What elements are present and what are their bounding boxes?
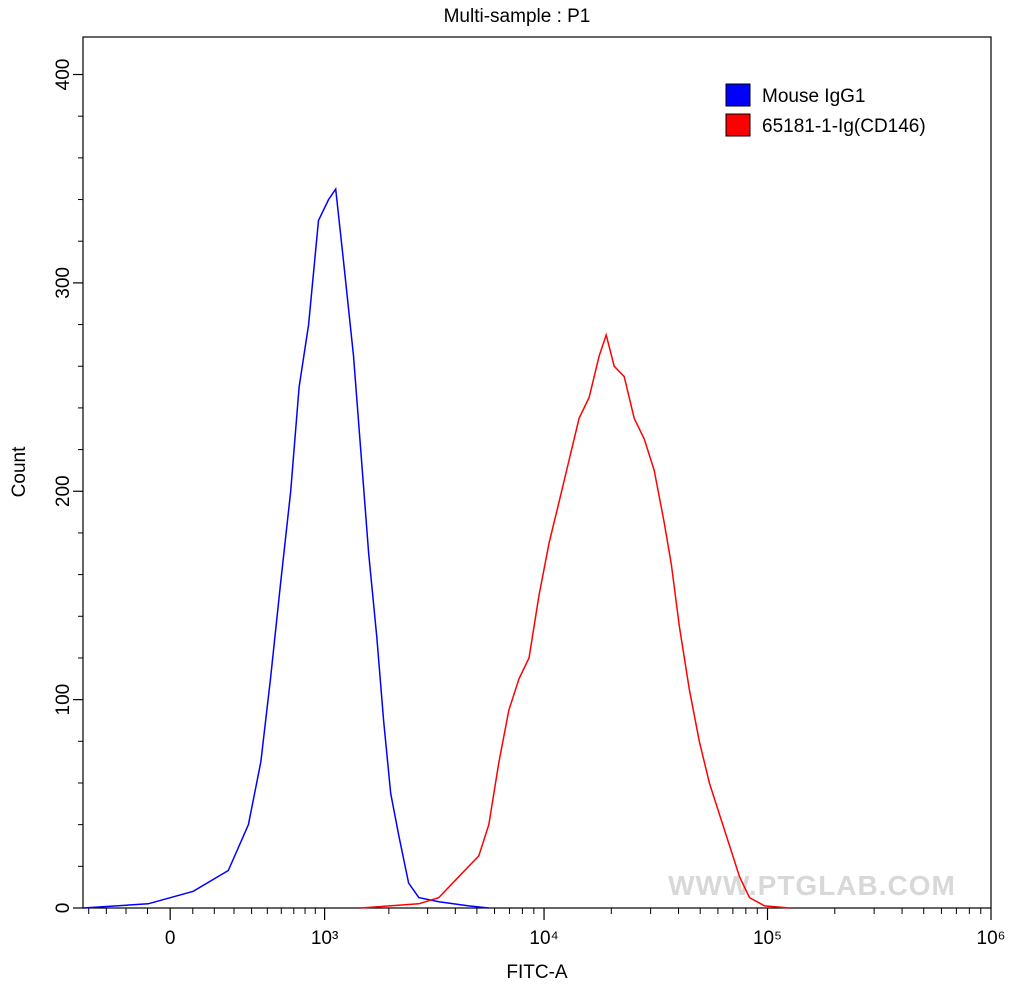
x-tick-label: 10⁴: [529, 928, 558, 949]
chart-title: Multi-sample : P1: [444, 6, 591, 27]
legend-label: Mouse IgG1: [762, 86, 866, 107]
legend-swatch: [725, 113, 751, 137]
watermark: WWW.PTGLAB.COM: [668, 870, 956, 901]
y-axis-label: Count: [9, 446, 30, 497]
x-tick-label: 10³: [311, 928, 338, 949]
y-tick-label: 0: [53, 903, 74, 914]
x-tick-label: 10⁵: [753, 928, 782, 949]
x-tick-label: 10⁶: [977, 928, 1006, 949]
legend-swatch: [725, 83, 751, 107]
histogram-line: [82, 186, 489, 909]
y-tick-label: 200: [53, 475, 74, 507]
y-tick-label: 300: [53, 267, 74, 299]
y-tick-label: 400: [53, 59, 74, 91]
x-axis-label: FITC-A: [506, 962, 568, 983]
x-tick-label: 0: [165, 928, 176, 949]
histogram-line: [360, 332, 790, 909]
y-tick-label: 100: [53, 684, 74, 716]
legend-label: 65181-1-Ig(CD146): [762, 116, 926, 137]
plot-frame: [82, 36, 992, 909]
